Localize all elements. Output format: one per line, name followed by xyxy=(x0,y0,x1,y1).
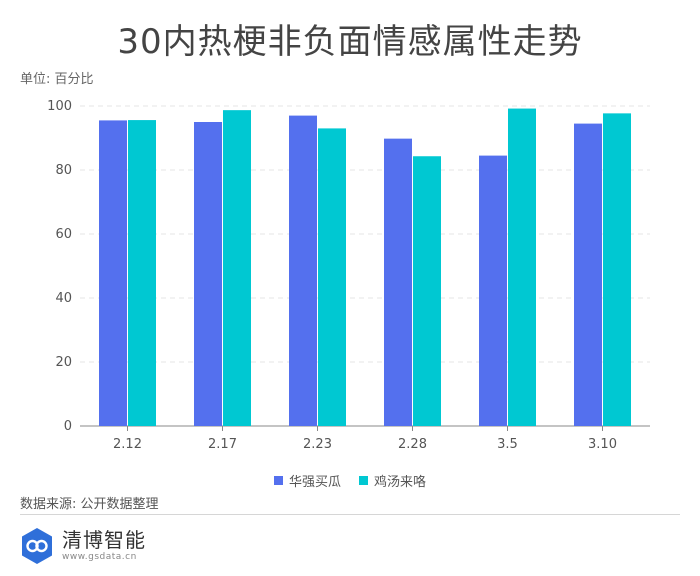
x-tick-label: 2.12 xyxy=(113,437,142,452)
bar-1-2.12 xyxy=(99,120,127,427)
footer-divider xyxy=(20,514,680,515)
bar-2-2.23 xyxy=(318,128,346,426)
bar-1-3.5 xyxy=(479,155,507,426)
x-tick-label: 2.23 xyxy=(303,437,332,452)
bar-2-3.10 xyxy=(603,113,631,427)
bar-chart: 0 20 40 60 80 100 2.12 2.17 2.23 2.28 3.5 3.10 xyxy=(47,99,650,452)
legend-label-series1: 华强买瓜 xyxy=(288,475,341,490)
y-tick-label: 20 xyxy=(55,355,72,370)
y-tick-label: 80 xyxy=(55,163,72,178)
bar-1-2.17 xyxy=(194,122,222,426)
y-tick-label: 40 xyxy=(55,291,72,306)
x-tick-label: 3.5 xyxy=(497,437,518,452)
source-label: 数据来源: 公开数据整理 xyxy=(20,497,159,512)
y-tick-label: 0 xyxy=(64,419,72,434)
bar-2-2.28 xyxy=(413,156,441,427)
y-tick-label: 100 xyxy=(47,99,72,114)
legend-swatch-series1 xyxy=(273,476,283,485)
bar-1-3.10 xyxy=(574,123,602,426)
bar-1-2.23 xyxy=(289,115,317,426)
legend-swatch-series2 xyxy=(359,476,368,485)
bar-2-2.12 xyxy=(128,120,156,426)
x-tick-label: 2.17 xyxy=(208,437,237,452)
brand-url: www.gsdata.cn xyxy=(62,552,137,562)
bar-2-3.5 xyxy=(508,108,536,426)
brand-logo: 清博智能 www.gsdata.cn xyxy=(20,524,146,568)
link-logo-icon xyxy=(22,528,52,564)
x-tick-label: 2.28 xyxy=(398,437,427,452)
legend: 华强买瓜 鸡汤来咯 xyxy=(0,471,700,490)
legend-label-series2: 鸡汤来咯 xyxy=(374,475,427,490)
x-tick-label: 3.10 xyxy=(588,437,617,452)
legend-item-series1[interactable]: 华强买瓜 xyxy=(273,471,341,490)
brand-name: 清博智能 xyxy=(62,528,146,552)
legend-item-series2[interactable]: 鸡汤来咯 xyxy=(359,471,426,490)
bar-1-2.28 xyxy=(384,138,412,426)
unit-label: 单位: 百分比 xyxy=(20,72,94,87)
y-tick-label: 60 xyxy=(55,227,72,242)
bar-2-2.17 xyxy=(223,110,251,426)
chart-title: 30内热梗非负面情感属性走势 xyxy=(117,22,583,62)
